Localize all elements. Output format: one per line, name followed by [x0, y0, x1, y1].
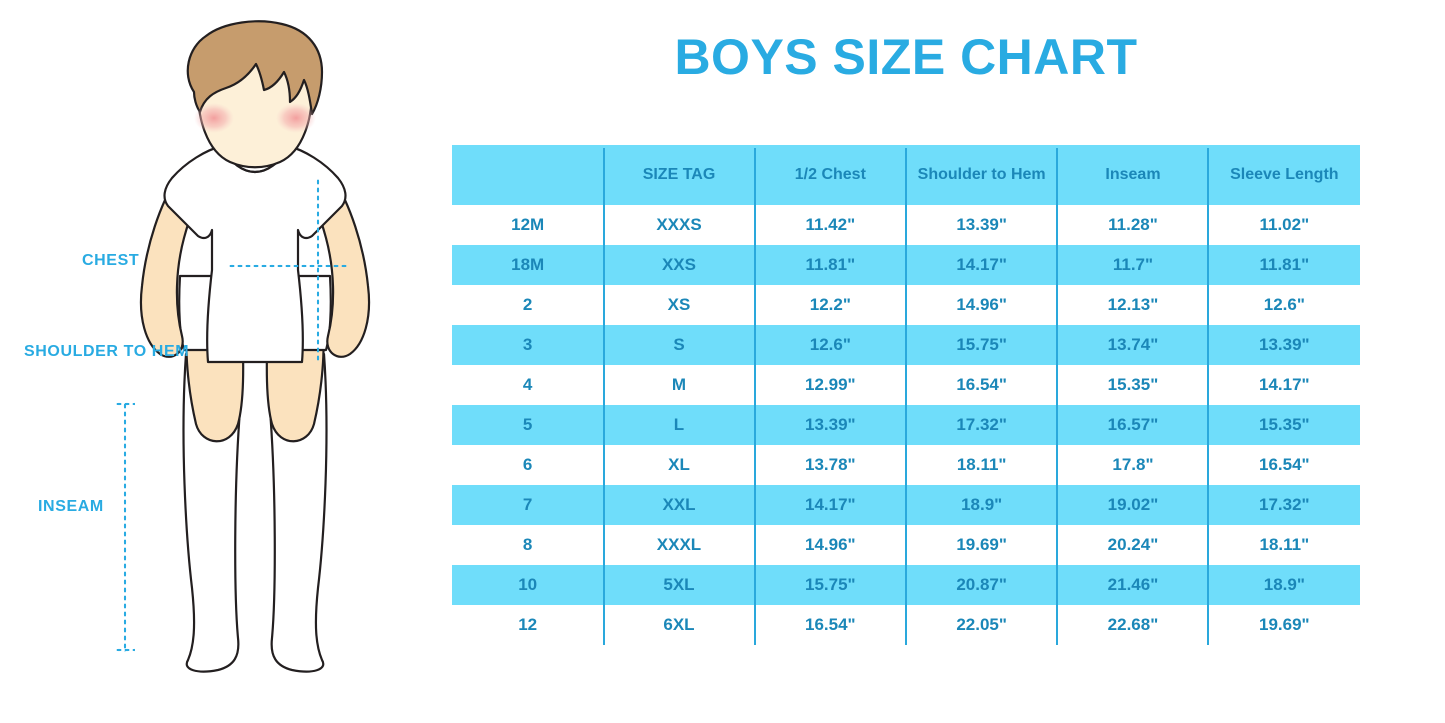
table-header-cell-size [452, 145, 603, 205]
cell-half-chest: 12.6" [809, 335, 851, 354]
chest-label: CHEST [82, 252, 140, 269]
cell-shoulder: 15.75" [956, 335, 1007, 354]
cell-size-tag: XXS [661, 255, 696, 274]
cell-shoulder: 13.39" [956, 215, 1007, 234]
cell-sleeve: 16.54" [1259, 455, 1310, 474]
cell-inseam: 17.8" [1112, 455, 1154, 474]
inseam-guide-cap-bottom [115, 648, 135, 652]
cell-half-chest: 11.42" [805, 215, 856, 234]
column-divider-3 [905, 148, 907, 645]
cell-size: 12M [511, 215, 545, 234]
cell-size-tag: L [673, 415, 685, 434]
cell-inseam: 22.68" [1107, 615, 1159, 634]
cell-shoulder: 14.96" [956, 295, 1007, 314]
cell-inseam: 12.13" [1107, 295, 1159, 314]
cell-sleeve: 15.35" [1259, 415, 1310, 434]
cell-half-chest: 16.54" [805, 615, 856, 634]
table-header-cell-half-chest: 1/2 Chest [794, 165, 866, 183]
cell-half-chest: 13.78" [805, 455, 856, 474]
column-divider-4 [1056, 148, 1058, 645]
chest-guide-line [228, 264, 348, 268]
cell-size: 18M [511, 255, 545, 274]
cell-half-chest: 12.99" [805, 375, 856, 394]
column-divider-5 [1207, 148, 1209, 645]
cell-size: 10 [518, 575, 538, 594]
cell-inseam: 11.7" [1112, 255, 1154, 274]
column-divider-1 [603, 148, 605, 645]
cell-size: 5 [522, 415, 533, 434]
cell-size-tag: S [673, 335, 685, 354]
inseam-guide-line [123, 402, 127, 652]
cell-size: 6 [522, 455, 533, 474]
shoulder-to-hem-label: SHOULDER TO HEM [24, 343, 190, 360]
cell-shoulder: 17.32" [956, 415, 1007, 434]
cell-half-chest: 14.17" [805, 495, 856, 514]
cell-inseam: 20.24" [1107, 535, 1159, 554]
boy-illustration-panel: CHEST SHOULDER TO HEM INSEAM [0, 0, 440, 723]
cell-inseam: 16.57" [1107, 415, 1159, 434]
cell-size-tag: XXXS [656, 215, 702, 234]
cell-size-tag: XL [668, 455, 690, 474]
cell-size: 2 [522, 295, 533, 314]
cell-shoulder: 16.54" [956, 375, 1007, 394]
cell-half-chest: 11.81" [805, 255, 856, 274]
table-header-cell-size-tag: SIZE TAG [642, 165, 716, 183]
cell-shoulder: 14.17" [956, 255, 1007, 274]
cell-shoulder: 20.87" [956, 575, 1007, 594]
cell-size: 7 [522, 495, 533, 514]
cell-half-chest: 14.96" [805, 535, 856, 554]
cell-sleeve: 19.69" [1259, 615, 1310, 634]
inseam-guide-cap-top [115, 402, 135, 406]
page-title: BOYS SIZE CHART [674, 29, 1138, 85]
cell-inseam: 15.35" [1107, 375, 1159, 394]
inseam-label: INSEAM [38, 498, 104, 515]
cell-sleeve: 17.32" [1259, 495, 1310, 514]
size-chart-table-container: SIZE TAG 1/2 Chest Shoulder to Hem Insea… [452, 145, 1360, 645]
cell-inseam: 21.46" [1107, 575, 1159, 594]
cell-inseam: 13.74" [1107, 335, 1159, 354]
table-header-cell-sleeve: Sleeve Length [1230, 165, 1339, 183]
cell-size: 12 [518, 615, 538, 634]
cell-size-tag: 5XL [663, 575, 695, 594]
cell-shoulder: 22.05" [956, 615, 1007, 634]
cell-size: 8 [522, 535, 533, 554]
cell-size-tag: XS [667, 295, 691, 314]
cell-half-chest: 15.75" [805, 575, 856, 594]
cell-shoulder: 18.9" [961, 495, 1003, 514]
cell-size: 3 [522, 335, 533, 354]
cell-sleeve: 18.9" [1263, 575, 1305, 594]
cell-size: 4 [522, 375, 533, 394]
cell-size-tag: M [671, 375, 687, 394]
cell-inseam: 19.02" [1107, 495, 1159, 514]
cell-size-tag: 6XL [663, 615, 695, 634]
boy-figure-illustration [139, 20, 371, 673]
cell-sleeve: 12.6" [1263, 295, 1305, 314]
table-header-cell-inseam: Inseam [1105, 165, 1161, 183]
column-divider-2 [754, 148, 756, 645]
cell-sleeve: 11.81" [1259, 255, 1310, 274]
cell-inseam: 11.28" [1108, 215, 1158, 234]
cell-sleeve: 11.02" [1259, 215, 1310, 234]
cell-size-tag: XXXL [656, 535, 702, 554]
table-header-cell-shoulder-hem: Shoulder to Hem [917, 165, 1046, 183]
cheek-left [194, 103, 234, 133]
cell-shoulder: 18.11" [956, 455, 1007, 474]
cell-shoulder: 19.69" [956, 535, 1007, 554]
cell-half-chest: 13.39" [805, 415, 856, 434]
cell-size-tag: XXL [662, 495, 696, 514]
cell-sleeve: 13.39" [1259, 335, 1310, 354]
shoulder-to-hem-guide-line [316, 178, 320, 362]
cell-sleeve: 18.11" [1259, 535, 1310, 554]
cell-half-chest: 12.2" [809, 295, 851, 314]
cell-sleeve: 14.17" [1259, 375, 1310, 394]
cheek-right [276, 103, 316, 133]
